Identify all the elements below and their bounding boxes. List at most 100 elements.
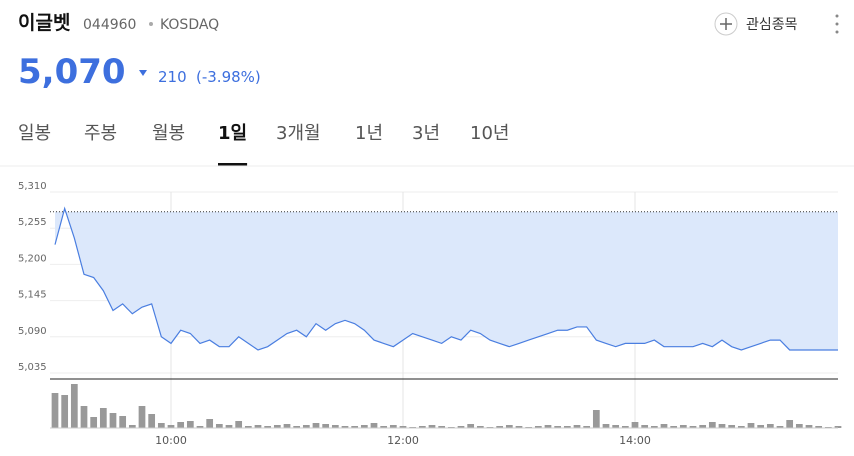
volume-bar (554, 426, 562, 428)
tab-underline (218, 163, 248, 166)
volume-bar (670, 426, 678, 428)
tab[interactable]: 일봉 (18, 123, 51, 144)
chart: 5,035 5,090 5,145 5,200 5,255 5,310 10:00 12:00… (18, 181, 842, 447)
volume-bar (215, 424, 223, 428)
volume-bar (728, 425, 736, 428)
y-tick-label: 5,035 (18, 362, 47, 373)
volume-bar (805, 425, 813, 428)
volume-bar (225, 425, 233, 428)
watch-label: 관심종목 (746, 17, 798, 33)
volume-bar (621, 426, 629, 428)
separator (149, 22, 153, 26)
volume-bar (602, 424, 610, 428)
volume-bar (718, 424, 726, 428)
watch-icon (714, 12, 738, 36)
volume-bar (119, 416, 127, 428)
stock-name: 이글벳 (18, 12, 70, 34)
volume-bar (612, 425, 620, 428)
volume-bar (312, 423, 320, 428)
y-tick-label: 5,145 (18, 290, 47, 301)
volume-bar (505, 425, 513, 428)
change-pct: (-3.98%) (196, 68, 261, 86)
volume-bar (264, 426, 272, 428)
volume-bar (737, 426, 745, 428)
volume-bar (61, 395, 69, 428)
volume-bar (776, 426, 784, 428)
volume-bar (128, 425, 136, 428)
volume-bar (457, 426, 465, 428)
volume-bar (322, 424, 330, 428)
volume-bar (534, 426, 542, 428)
down-arrow (139, 70, 147, 76)
volume-bar (660, 424, 668, 428)
volume-bar (583, 426, 591, 428)
volume-bar (341, 426, 349, 428)
volume-bar (496, 426, 504, 428)
y-tick-label: 5,200 (18, 253, 47, 264)
volume-bar (283, 424, 291, 428)
volume-bar (51, 393, 59, 428)
volume-bar (235, 421, 243, 428)
watch-button[interactable]: 관심종목 (714, 12, 798, 36)
volume-bar (99, 408, 107, 428)
price-line (54, 206, 838, 351)
volume-bar (563, 426, 571, 428)
volume-bar (650, 426, 658, 428)
volume-bar (244, 426, 252, 428)
tab[interactable]: 3개월 (276, 123, 321, 144)
volume-bar (795, 424, 803, 428)
volume-bar (689, 426, 697, 428)
volume-bar (515, 426, 523, 428)
y-tick-label: 5,090 (18, 326, 47, 337)
tab[interactable]: 월봉 (152, 123, 185, 144)
volume-bar (641, 425, 649, 428)
volume-bar (148, 414, 156, 428)
volume-bar (834, 426, 842, 428)
volume-bar (351, 426, 359, 428)
change: 210 (158, 68, 187, 86)
volume-bar (631, 422, 639, 428)
volume-bar (331, 425, 339, 428)
tab[interactable]: 1일 (218, 123, 247, 144)
volume-bar (438, 426, 446, 428)
tab[interactable]: 10년 (470, 123, 509, 144)
more-menu[interactable] (835, 14, 839, 34)
volume-bar (708, 422, 716, 428)
volume-bar (157, 423, 165, 428)
plus (720, 18, 732, 30)
volume-bar (186, 421, 194, 428)
volume-bar (302, 425, 310, 428)
volume-bar (380, 426, 388, 428)
volume-bar (389, 425, 397, 428)
volume-bar (370, 423, 378, 428)
volume-bar (293, 426, 301, 428)
volume-bar (476, 426, 484, 428)
volume-bar (679, 425, 687, 428)
tabs: 일봉 주봉 월봉 1일 3개월 1년 3년 10년 (18, 123, 509, 166)
x-tick-label: 14:00 (619, 434, 651, 447)
y-tick-label: 5,310 (18, 181, 47, 192)
volume-bar (815, 426, 823, 428)
volume-bar (747, 423, 755, 428)
volume-bar (70, 384, 78, 428)
x-tick-label: 12:00 (387, 434, 419, 447)
volume-bar (177, 422, 185, 428)
market: KOSDAQ (160, 17, 219, 33)
tab[interactable]: 3년 (412, 123, 440, 144)
tab[interactable]: 1년 (355, 123, 383, 144)
volume-bar (757, 425, 765, 428)
volume-bar (196, 426, 204, 428)
volume-bar (360, 425, 368, 428)
volume-bar (167, 425, 175, 428)
volume-bar (399, 426, 407, 428)
volume-bar (138, 406, 146, 428)
volume-bar (418, 426, 426, 428)
volume-bar (206, 419, 214, 428)
volume-bar (109, 413, 117, 428)
tab[interactable]: 주봉 (84, 123, 117, 144)
area-fill (55, 208, 838, 350)
volume-bar (592, 410, 600, 428)
price: 5,070 (18, 52, 126, 92)
